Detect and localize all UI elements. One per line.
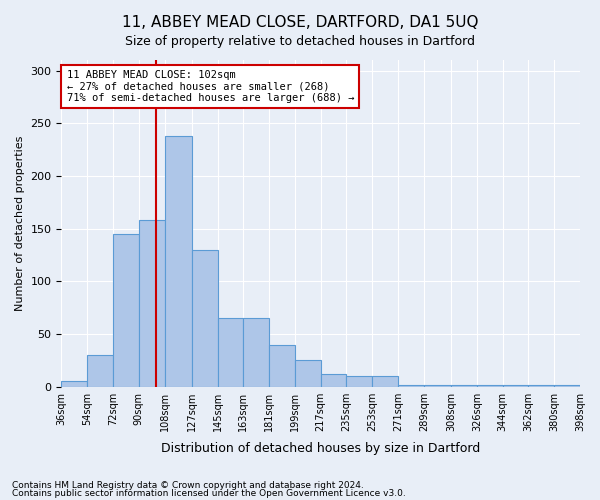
Bar bbox=[398, 384, 424, 386]
Text: 11 ABBEY MEAD CLOSE: 102sqm
← 27% of detached houses are smaller (268)
71% of se: 11 ABBEY MEAD CLOSE: 102sqm ← 27% of det… bbox=[67, 70, 354, 103]
Bar bbox=[503, 384, 529, 386]
Bar bbox=[321, 374, 346, 386]
Bar bbox=[346, 376, 372, 386]
Bar bbox=[139, 220, 164, 386]
Bar bbox=[113, 234, 139, 386]
Bar bbox=[192, 250, 218, 386]
Bar bbox=[372, 376, 398, 386]
Bar bbox=[218, 318, 244, 386]
Bar bbox=[87, 355, 113, 386]
Text: Contains public sector information licensed under the Open Government Licence v3: Contains public sector information licen… bbox=[12, 488, 406, 498]
X-axis label: Distribution of detached houses by size in Dartford: Distribution of detached houses by size … bbox=[161, 442, 481, 455]
Bar bbox=[295, 360, 321, 386]
Bar bbox=[61, 382, 87, 386]
Text: Size of property relative to detached houses in Dartford: Size of property relative to detached ho… bbox=[125, 35, 475, 48]
Bar bbox=[451, 384, 477, 386]
Text: 11, ABBEY MEAD CLOSE, DARTFORD, DA1 5UQ: 11, ABBEY MEAD CLOSE, DARTFORD, DA1 5UQ bbox=[122, 15, 478, 30]
Bar bbox=[477, 384, 503, 386]
Bar bbox=[269, 344, 295, 387]
Y-axis label: Number of detached properties: Number of detached properties bbox=[15, 136, 25, 311]
Text: Contains HM Land Registry data © Crown copyright and database right 2024.: Contains HM Land Registry data © Crown c… bbox=[12, 481, 364, 490]
Bar bbox=[424, 384, 451, 386]
Bar bbox=[554, 384, 580, 386]
Bar bbox=[529, 384, 554, 386]
Bar bbox=[244, 318, 269, 386]
Bar bbox=[164, 136, 192, 386]
